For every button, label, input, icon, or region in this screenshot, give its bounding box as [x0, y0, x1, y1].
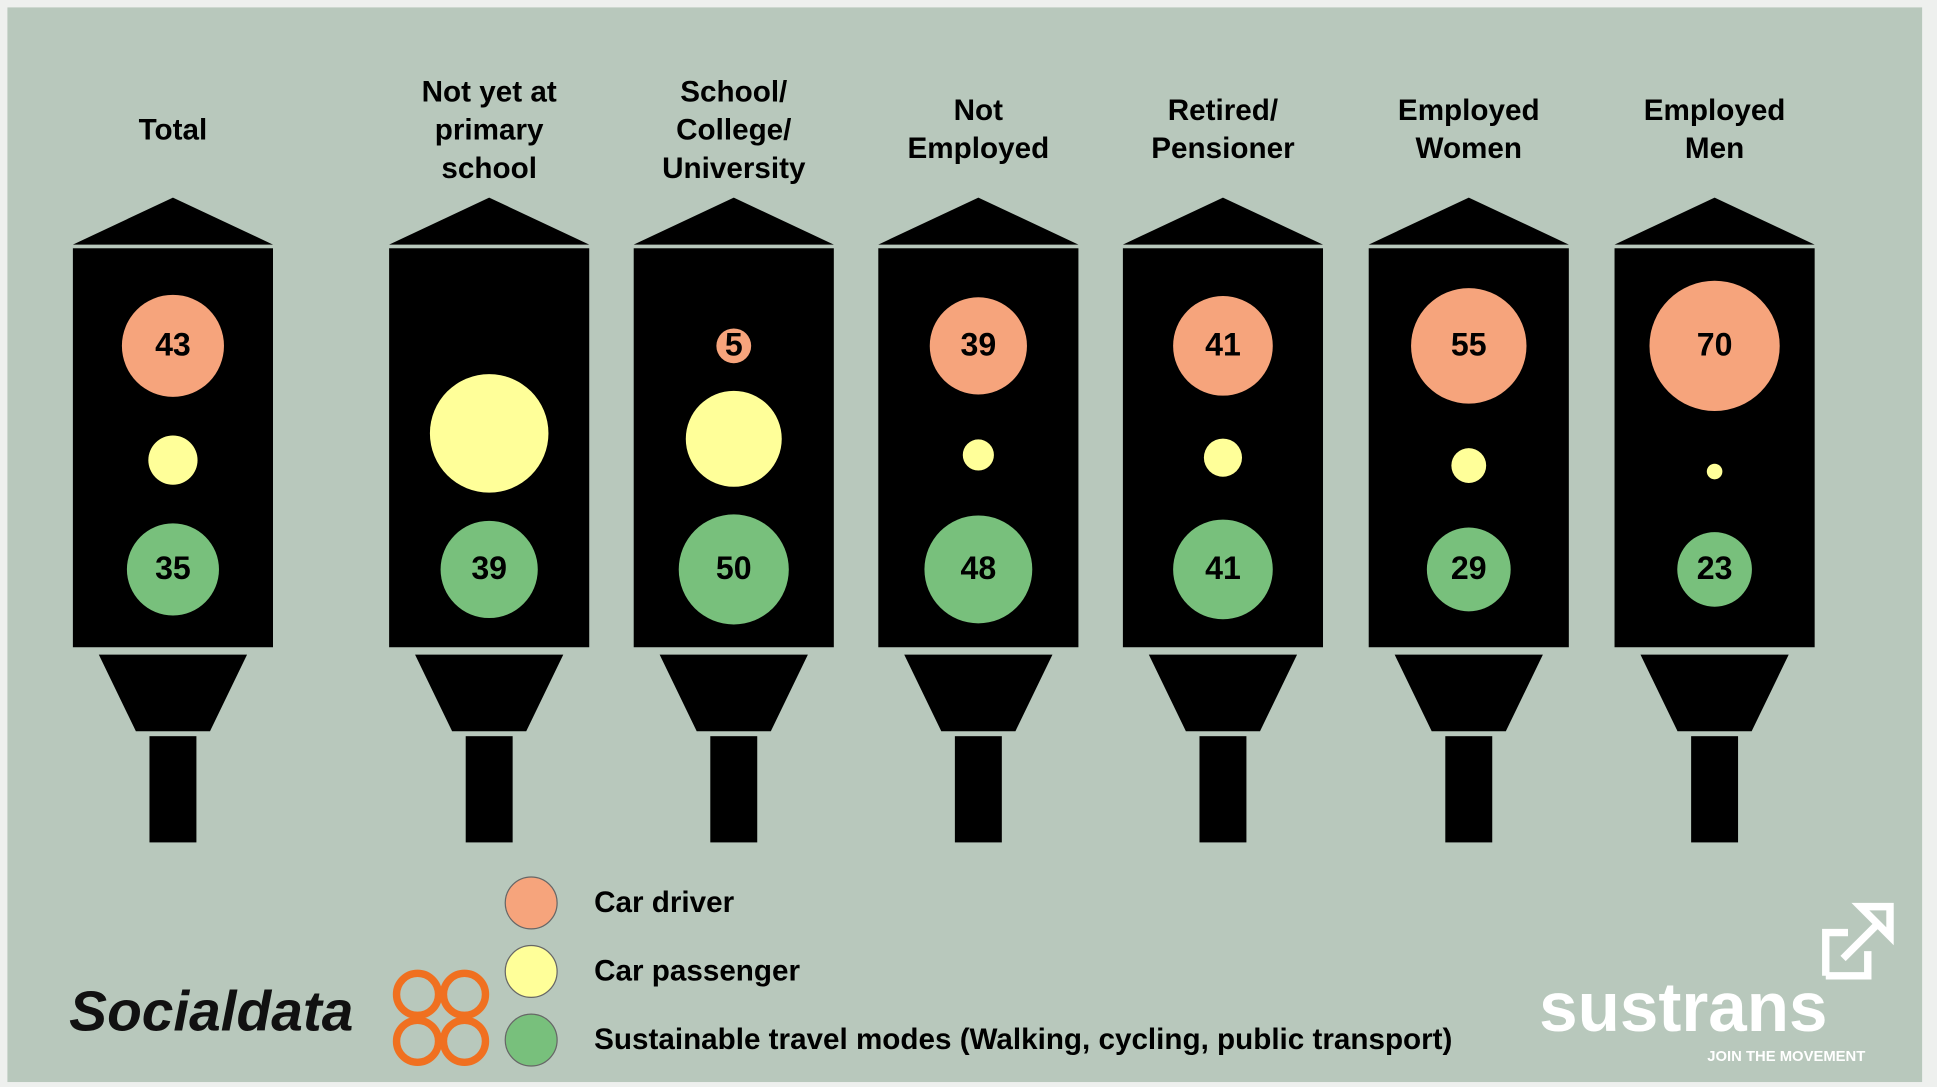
bubble: [686, 391, 782, 487]
bubble: [1204, 439, 1242, 477]
value-label: 43: [155, 327, 191, 363]
bubble: [148, 436, 197, 485]
logo-tagline: JOIN THE MOVEMENT: [1707, 1049, 1865, 1065]
legend-marker: [505, 1014, 557, 1066]
value-label: 48: [960, 550, 996, 586]
bubble: [963, 439, 994, 470]
value-label: 35: [155, 550, 191, 586]
category-label: Total: [49, 62, 296, 198]
value-label: 29: [1451, 550, 1487, 586]
category-label: Not Employed: [855, 62, 1102, 198]
category-label: Retired/ Pensioner: [1099, 62, 1346, 198]
value-label: 55: [1451, 327, 1487, 363]
category-label: Employed Men: [1591, 62, 1838, 198]
chart: 43 35 39 5 50 39 48 41 41 55 29 70 23 Car driver Car p…: [0, 0, 1937, 1087]
legend-label: Sustainable travel modes (Walking, cycli…: [594, 1023, 1452, 1056]
bubble: [1451, 448, 1486, 483]
value-label: 23: [1697, 550, 1733, 586]
light-post: [1691, 736, 1738, 842]
value-label: 41: [1205, 550, 1241, 586]
category-label: School/ College/ University: [610, 62, 857, 198]
logo-sustrans: sustrans: [1539, 968, 1827, 1046]
legend-label: Car passenger: [594, 955, 800, 988]
light-post: [710, 736, 757, 842]
category-label: Not yet at primary school: [366, 62, 613, 198]
legend-marker: [505, 946, 557, 998]
value-label: 70: [1697, 327, 1733, 363]
value-label: 39: [471, 550, 507, 586]
value-label: 39: [960, 327, 996, 363]
page: 43 35 39 5 50 39 48 41 41 55 29 70 23 Car driver Car p…: [0, 0, 1937, 1087]
value-label: 5: [725, 327, 743, 363]
logo-socialdata: Socialdata: [69, 980, 353, 1043]
bubble: [1707, 464, 1723, 480]
light-post: [955, 736, 1002, 842]
light-post: [1445, 736, 1492, 842]
light-post: [1199, 736, 1246, 842]
category-label: Employed Women: [1345, 62, 1592, 198]
light-post: [149, 736, 196, 842]
legend-label: Car driver: [594, 886, 734, 919]
value-label: 41: [1205, 327, 1241, 363]
light-post: [466, 736, 513, 842]
bubble: [430, 374, 549, 493]
value-label: 50: [716, 550, 752, 586]
legend-marker: [505, 877, 557, 929]
